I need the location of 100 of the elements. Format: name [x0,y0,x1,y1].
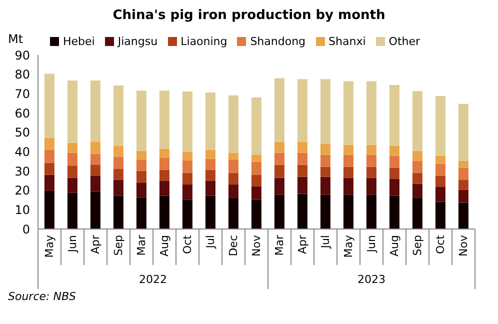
bar [228,184,238,198]
x-tick-label: Dec [227,235,240,256]
bar [366,194,376,229]
bar [458,104,468,161]
bar [182,184,192,200]
legend-label: Hebei [62,35,95,48]
bar [182,200,192,229]
bar [297,142,308,153]
bar [205,150,216,159]
x-tick-label: Oct [181,234,194,254]
bar [320,176,330,195]
bar [366,81,376,145]
bar [228,95,238,153]
bar [343,144,354,155]
bar [228,152,238,160]
x-tick-label: Aug [158,235,171,256]
bar [205,180,216,196]
bar [90,154,100,165]
x-tick-label: May [43,234,56,258]
x-tick-label: Aug [388,235,401,256]
bar [389,178,400,196]
bar [274,78,284,142]
bar [44,174,54,191]
bar [228,160,238,173]
x-tick-label: Mar [135,234,148,256]
bar [113,168,124,180]
bar [90,80,100,142]
bar [251,162,262,175]
bar [297,152,308,165]
bar [136,160,146,171]
text: 2022 [139,273,167,286]
chart-title: China's pig iron production by month [112,8,386,23]
bar [159,170,170,181]
bar [389,168,400,179]
bar [389,84,400,146]
bar [458,190,468,203]
bar [44,162,54,175]
bar [67,152,78,166]
legend-label: Liaoning [180,35,228,48]
y-axis-title: Mt [8,32,24,46]
x-tick-label: Oct [434,234,447,254]
bar [159,180,170,196]
bar [205,170,216,181]
bar [412,198,422,229]
bar [458,202,468,229]
bar [44,150,54,163]
bar [67,80,78,143]
x-tick-label: Jun [66,234,79,254]
bar [320,154,330,167]
bar [90,142,100,154]
bar [274,178,284,195]
x-tick-label: Nov [250,234,263,256]
bar [136,182,146,198]
bar [136,150,146,160]
bar [251,186,262,200]
bar [297,194,308,229]
bar [182,152,192,161]
bar [274,152,284,165]
bar [435,164,446,176]
bar [274,194,284,229]
x-tick-label: May [342,234,355,258]
bar [182,92,192,152]
x-tick-label: Jun [365,234,378,254]
bar [159,148,170,158]
bar [297,176,308,194]
bar [136,198,146,229]
legend-label: Jiangsu [116,35,158,48]
bar [297,79,308,142]
bar [205,196,216,229]
bar [320,144,330,155]
text: 2023 [358,273,386,286]
bar [205,158,216,170]
x-tick-label: Mar [273,234,286,256]
bar [67,192,78,229]
bar [343,166,354,178]
bar [366,154,376,167]
bar [458,160,468,168]
y-tick-label: 40 [14,144,30,159]
x-tick-label: Sep [112,234,125,256]
bar [113,180,124,196]
bar [159,90,170,149]
bar [366,144,376,155]
bar [343,178,354,195]
bar [182,160,192,173]
bar [458,168,468,180]
y-tick-label: 80 [14,68,30,82]
bar [297,164,308,177]
bar [412,172,422,184]
y-tick-label: 50 [14,126,30,140]
bar [412,150,422,161]
y-tick-label: 20 [14,184,30,198]
bar [389,146,400,156]
y-tick-label: 70 [14,86,30,101]
bar [90,164,100,176]
x-tick-label: Apr [89,234,102,254]
y-tick-label: 0 [22,222,30,236]
bar [343,194,354,229]
bar [320,166,330,177]
bar [343,81,354,145]
bar [113,86,124,146]
